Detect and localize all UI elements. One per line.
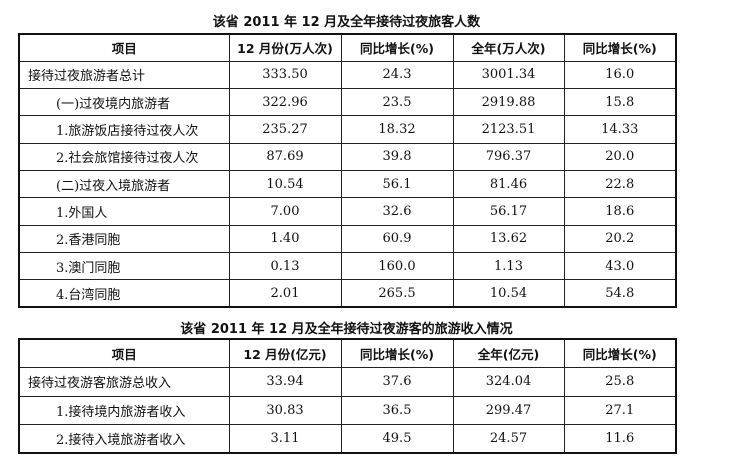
row-label: 接待过夜旅游者总计 <box>18 60 230 90</box>
column-header: 同比增长(%) <box>563 33 677 62</box>
december-yoy-growth: 18.32 <box>340 115 454 144</box>
full-year-value: 56.17 <box>452 197 565 226</box>
row-label: (二)过夜入境旅游者 <box>18 169 230 199</box>
full-year-yoy-growth: 22.8 <box>563 169 677 199</box>
column-header: 同比增长(%) <box>340 33 454 62</box>
december-value: 333.50 <box>228 60 342 90</box>
table-row: 4.台湾同胞 2.01 265.5 10.54 54.8 <box>18 279 677 308</box>
full-year-yoy-growth: 15.8 <box>563 88 677 117</box>
december-yoy-growth: 49.5 <box>340 424 454 454</box>
december-value: 10.54 <box>228 169 342 199</box>
column-header: 12 月份(亿元) <box>228 338 342 368</box>
table1-title: 该省 2011 年 12 月及全年接待过夜旅客人数 <box>212 15 481 30</box>
column-header: 全年(亿元) <box>452 338 565 368</box>
december-value: 3.11 <box>228 424 342 454</box>
table-row: 1.外国人 7.00 32.6 56.17 18.6 <box>18 197 677 226</box>
column-header: 项目 <box>18 338 230 368</box>
row-label: 1.接待境内旅游者收入 <box>18 395 230 425</box>
december-value: 0.13 <box>228 251 342 281</box>
full-year-value: 10.54 <box>452 279 565 308</box>
december-yoy-growth: 160.0 <box>340 251 454 281</box>
row-label: 1.外国人 <box>18 197 230 226</box>
december-yoy-growth: 36.5 <box>340 395 454 425</box>
row-label: 2.社会旅馆接待过夜人次 <box>18 142 230 171</box>
table-row: 1.接待境内旅游者收入 30.83 36.5 299.47 27.1 <box>18 395 677 425</box>
december-value: 87.69 <box>228 142 342 171</box>
full-year-yoy-growth: 18.6 <box>563 197 677 226</box>
full-year-value: 81.46 <box>452 169 565 199</box>
december-value: 1.40 <box>228 224 342 253</box>
december-yoy-growth: 24.3 <box>340 60 454 90</box>
full-year-value: 2919.88 <box>452 88 565 117</box>
column-header: 全年(万人次) <box>452 33 565 62</box>
full-year-value: 1.13 <box>452 251 565 281</box>
table-row: 2.社会旅馆接待过夜人次 87.69 39.8 796.37 20.0 <box>18 142 677 171</box>
row-label: 接待过夜游客旅游总收入 <box>18 367 230 397</box>
full-year-yoy-growth: 11.6 <box>563 424 677 454</box>
table2-title: 该省 2011 年 12 月及全年接待过夜游客的旅游收入情况 <box>180 322 513 337</box>
table-row: 接待过夜游客旅游总收入 33.94 37.6 324.04 25.8 <box>18 367 677 397</box>
row-label: 4.台湾同胞 <box>18 279 230 308</box>
column-header: 12 月份(万人次) <box>228 33 342 62</box>
full-year-value: 3001.34 <box>452 60 565 90</box>
december-yoy-growth: 60.9 <box>340 224 454 253</box>
row-label: 2.接待入境旅游者收入 <box>18 424 230 454</box>
table-row: (二)过夜入境旅游者 10.54 56.1 81.46 22.8 <box>18 169 677 199</box>
table-row: 2.接待入境旅游者收入 3.11 49.5 24.57 11.6 <box>18 424 677 454</box>
december-yoy-growth: 32.6 <box>340 197 454 226</box>
tourism-income-table: 项目 12 月份(亿元) 同比增长(%) 全年(亿元) 同比增长(%) 接待过夜游客旅游… <box>18 338 677 454</box>
table-row: 3.澳门同胞 0.13 160.0 1.13 43.0 <box>18 251 677 281</box>
december-value: 322.96 <box>228 88 342 117</box>
table-row: 1.旅游饭店接待过夜人次 235.27 18.32 2123.51 14.33 <box>18 115 677 144</box>
full-year-yoy-growth: 43.0 <box>563 251 677 281</box>
december-value: 30.83 <box>228 395 342 425</box>
header-row: 项目 12 月份(亿元) 同比增长(%) 全年(亿元) 同比增长(%) <box>18 338 677 368</box>
overnight-visitors-table: 项目 12 月份(万人次) 同比增长(%) 全年(万人次) 同比增长(%) 接待过夜旅游… <box>18 33 677 308</box>
row-label: (一)过夜境内旅游者 <box>18 88 230 117</box>
row-label: 2.香港同胞 <box>18 224 230 253</box>
december-yoy-growth: 56.1 <box>340 169 454 199</box>
table-row: (一)过夜境内旅游者 322.96 23.5 2919.88 15.8 <box>18 88 677 117</box>
column-header: 同比增长(%) <box>340 338 454 368</box>
full-year-yoy-growth: 20.0 <box>563 142 677 171</box>
december-yoy-growth: 39.8 <box>340 142 454 171</box>
full-year-yoy-growth: 54.8 <box>563 279 677 308</box>
december-value: 235.27 <box>228 115 342 144</box>
row-label: 1.旅游饭店接待过夜人次 <box>18 115 230 144</box>
full-year-value: 796.37 <box>452 142 565 171</box>
full-year-value: 24.57 <box>452 424 565 454</box>
column-header: 同比增长(%) <box>563 338 677 368</box>
column-header: 项目 <box>18 33 230 62</box>
december-yoy-growth: 23.5 <box>340 88 454 117</box>
december-value: 2.01 <box>228 279 342 308</box>
full-year-yoy-growth: 20.2 <box>563 224 677 253</box>
december-value: 33.94 <box>228 367 342 397</box>
full-year-value: 2123.51 <box>452 115 565 144</box>
december-yoy-growth: 37.6 <box>340 367 454 397</box>
row-label: 3.澳门同胞 <box>18 251 230 281</box>
full-year-value: 13.62 <box>452 224 565 253</box>
header-row: 项目 12 月份(万人次) 同比增长(%) 全年(万人次) 同比增长(%) <box>18 33 677 62</box>
full-year-yoy-growth: 16.0 <box>563 60 677 90</box>
full-year-value: 324.04 <box>452 367 565 397</box>
december-value: 7.00 <box>228 197 342 226</box>
december-yoy-growth: 265.5 <box>340 279 454 308</box>
full-year-value: 299.47 <box>452 395 565 425</box>
table-row: 2.香港同胞 1.40 60.9 13.62 20.2 <box>18 224 677 253</box>
full-year-yoy-growth: 25.8 <box>563 367 677 397</box>
full-year-yoy-growth: 27.1 <box>563 395 677 425</box>
full-year-yoy-growth: 14.33 <box>563 115 677 144</box>
table-row: 接待过夜旅游者总计 333.50 24.3 3001.34 16.0 <box>18 60 677 90</box>
